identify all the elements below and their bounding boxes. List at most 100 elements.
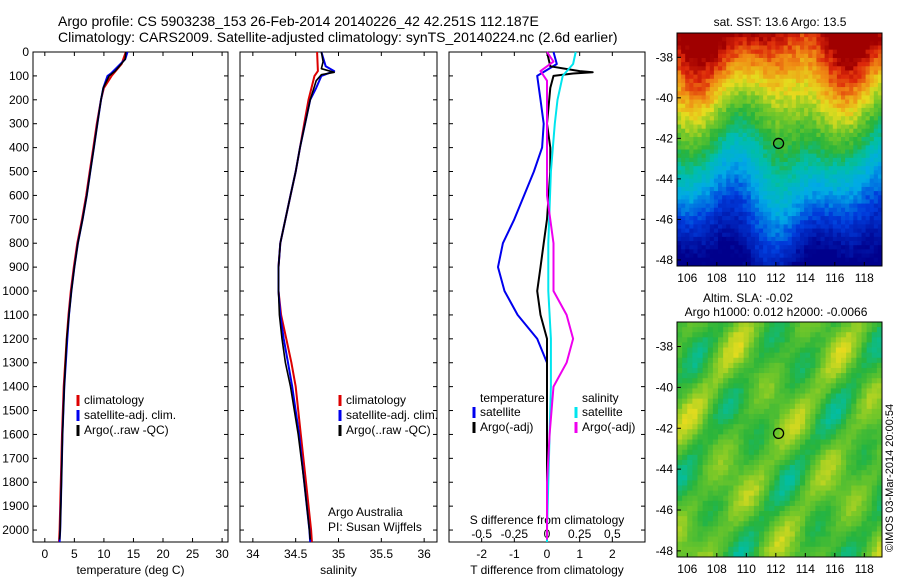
sla-map-subtitle: Argo h1000: 0.012 h2000: -0.0066 (685, 305, 868, 319)
legend-label: Argo(-adj) (582, 420, 635, 434)
x-tick-label: 34.5 (284, 547, 308, 561)
x-tick-label: 0 (41, 547, 48, 561)
map-y-tick-label: -42 (656, 421, 674, 435)
x-tick-label: 36 (417, 547, 431, 561)
x-tick-label: 20 (156, 547, 170, 561)
map-y-tick-label: -38 (656, 50, 674, 64)
map-x-tick-label: 116 (825, 562, 844, 576)
map-x-tick-label: 114 (796, 562, 815, 576)
x-tick-label: 1 (576, 547, 583, 561)
y-tick-label: 300 (9, 117, 29, 131)
x-tick-label: -2 (476, 547, 487, 561)
x-tick-label: 15 (127, 547, 141, 561)
x-tick-label: 5 (71, 547, 78, 561)
map-y-tick-label: -44 (656, 172, 674, 186)
legend-label: satellite (582, 405, 623, 419)
y-tick-label: 100 (9, 69, 29, 83)
argo-line (58, 51, 127, 540)
y-tick-label: 500 (9, 165, 29, 179)
y-tick-label: 800 (9, 236, 29, 250)
argo-line (277, 51, 335, 540)
legend-label: Argo(..raw -QC) (84, 423, 169, 437)
map-x-tick-label: 106 (677, 562, 697, 576)
sst-map-title: sat. SST: 13.6 Argo: 13.5 (714, 15, 847, 29)
sla-heatmap-cells (677, 322, 883, 558)
argo-location-marker (772, 427, 785, 440)
sal-argo-diff-line (539, 51, 575, 540)
x-tick-label: 25 (186, 547, 200, 561)
map-y-tick-label: -42 (656, 131, 674, 145)
legend-title-temperature: temperature (480, 391, 545, 405)
x-axis-label: salinity (320, 563, 357, 577)
x-tick-label: 10 (97, 547, 111, 561)
legend-title-salinity: salinity (582, 391, 619, 405)
map-y-tick-label: -46 (656, 212, 674, 226)
figure-title-line1: Argo profile: CS 5903238_153 26-Feb-2014… (58, 13, 539, 29)
y-tick-label: 1700 (2, 451, 29, 465)
salinity-panel: 34 34.5 35 35.5 36 salinity climatologysatelli… (239, 51, 438, 577)
sla-map-title: Altim. SLA: -0.02 (703, 291, 793, 305)
y-tick-label: 400 (9, 141, 29, 155)
y-tick-label: 1400 (2, 380, 29, 394)
map-x-tick-label: 106 (677, 271, 697, 285)
map-y-tick-label: -46 (656, 503, 674, 517)
x-axis-label: T difference from climatology (470, 563, 624, 577)
map-y-tick-label: -40 (656, 91, 674, 105)
legend-label: Argo(..raw -QC) (346, 423, 431, 437)
y-tick-label: 1200 (2, 332, 29, 346)
legend-label: satellite-adj. clim. (84, 408, 176, 422)
map-x-tick-label: 118 (855, 271, 874, 285)
y-tick-label: 0 (22, 45, 29, 59)
map-frame (676, 321, 883, 558)
x-tick-label: 34 (246, 547, 260, 561)
s-diff-tick-label: -0.5 (471, 527, 492, 541)
map-x-tick-label: 110 (737, 562, 756, 576)
annotation-pi: PI: Susan Wijffels (328, 520, 422, 534)
map-x-tick-label: 116 (825, 271, 844, 285)
legend-label: climatology (84, 393, 144, 407)
y-tick-label: 1500 (2, 404, 29, 418)
x-tick-label: 35.5 (370, 547, 394, 561)
map-y-tick-label: -40 (656, 380, 674, 394)
x-tick-label: -1 (509, 547, 520, 561)
x-tick-label: 35 (332, 547, 346, 561)
imos-side-label: ©IMOS 03-Mar-2014 20:00:54 (884, 404, 896, 552)
map-y-tick-label: -44 (656, 462, 674, 476)
sst-heatmap-cells (677, 33, 883, 267)
map-x-tick-label: 110 (737, 271, 756, 285)
y-tick-label: 1900 (2, 499, 29, 513)
map-x-tick-label: 112 (766, 271, 785, 285)
argo-location-marker (772, 137, 785, 150)
plot-frame (239, 51, 438, 543)
y-tick-label: 1300 (2, 356, 29, 370)
annotation-argo-australia: Argo Australia (328, 505, 403, 519)
y-tick-label: 1000 (2, 284, 29, 298)
y-tick-label: 900 (9, 260, 29, 274)
legend-label: Argo(-adj) (480, 420, 533, 434)
map-y-tick-label: -38 (656, 340, 674, 354)
map-x-tick-label: 118 (855, 562, 874, 576)
map-frame (676, 32, 883, 267)
sst-map-panel: sat. SST: 13.6 Argo: 13.5 106 108 110 112 114… (656, 15, 883, 285)
y-tick-label: 200 (9, 93, 29, 107)
y-tick-label: 1100 (3, 308, 29, 322)
s-diff-tick-label: 0.5 (604, 527, 621, 541)
s-diff-tick-label: -0.25 (501, 527, 529, 541)
y-tick-label: 1600 (2, 427, 29, 441)
legend-label: satellite (480, 405, 521, 419)
temperature-panel: 0 5 10 15 20 25 30 temperature (deg C) 0 100 200 30… (2, 45, 229, 577)
x-tick-label: 0 (544, 547, 551, 561)
y-tick-label: 600 (9, 188, 29, 202)
x-tick-label: 2 (609, 547, 616, 561)
plot-frame (32, 51, 229, 543)
y-tick-label: 2000 (2, 523, 29, 537)
map-x-tick-label: 108 (707, 271, 727, 285)
map-x-tick-label: 112 (766, 562, 785, 576)
temp-argo-diff-line (536, 51, 594, 540)
y-tick-label: 1800 (2, 475, 29, 489)
map-x-tick-label: 108 (707, 562, 727, 576)
s-diff-tick-label: 0.25 (568, 527, 592, 541)
